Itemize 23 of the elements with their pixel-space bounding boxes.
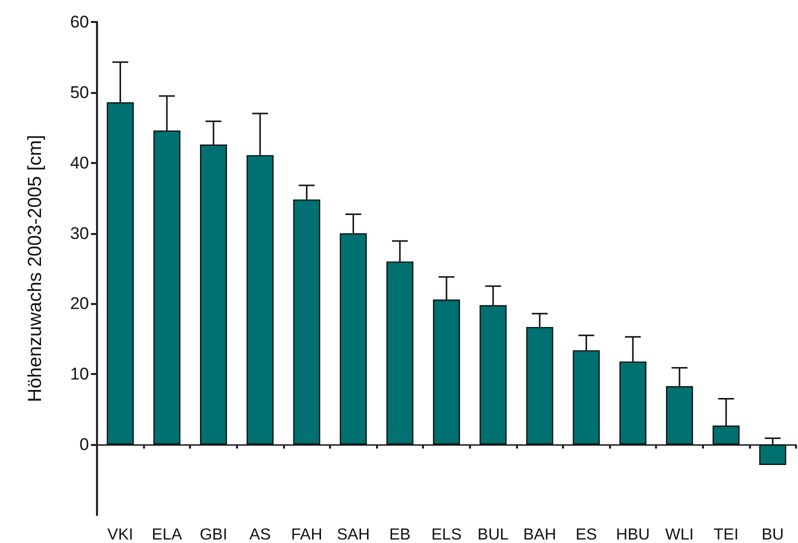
x-tick-label: ES xyxy=(576,526,597,543)
x-tick-label: HBU xyxy=(616,526,650,543)
y-tick-label: 50 xyxy=(70,82,89,102)
y-axis-title: Höhenzuwachs 2003-2005 [cm] xyxy=(25,134,46,402)
x-tick-label: EB xyxy=(389,526,411,543)
y-tick-label: 10 xyxy=(70,364,89,384)
y-tick-label: 30 xyxy=(70,224,89,243)
y-tick-label: 40 xyxy=(70,153,89,172)
y-tick-label: 60 xyxy=(70,12,89,32)
y-tick-label: 0 xyxy=(80,435,89,454)
x-tick-label: ELS xyxy=(431,526,462,543)
x-tick-label: ELA xyxy=(152,526,182,543)
x-tick-label: GBI xyxy=(200,526,228,543)
y-tick-label: 20 xyxy=(70,294,89,314)
x-tick-label: SAH xyxy=(336,526,370,543)
x-tick-label: WLI xyxy=(665,526,694,543)
x-tick-label: FAH xyxy=(291,526,322,543)
x-tick-label: BAH xyxy=(523,526,556,543)
x-tick-label: BUL xyxy=(478,526,509,543)
x-tick-label: VKI xyxy=(107,526,134,543)
x-tick-label: AS xyxy=(249,526,271,543)
x-tick-label: TEI xyxy=(714,526,739,543)
x-tick-label: BU xyxy=(762,526,784,543)
